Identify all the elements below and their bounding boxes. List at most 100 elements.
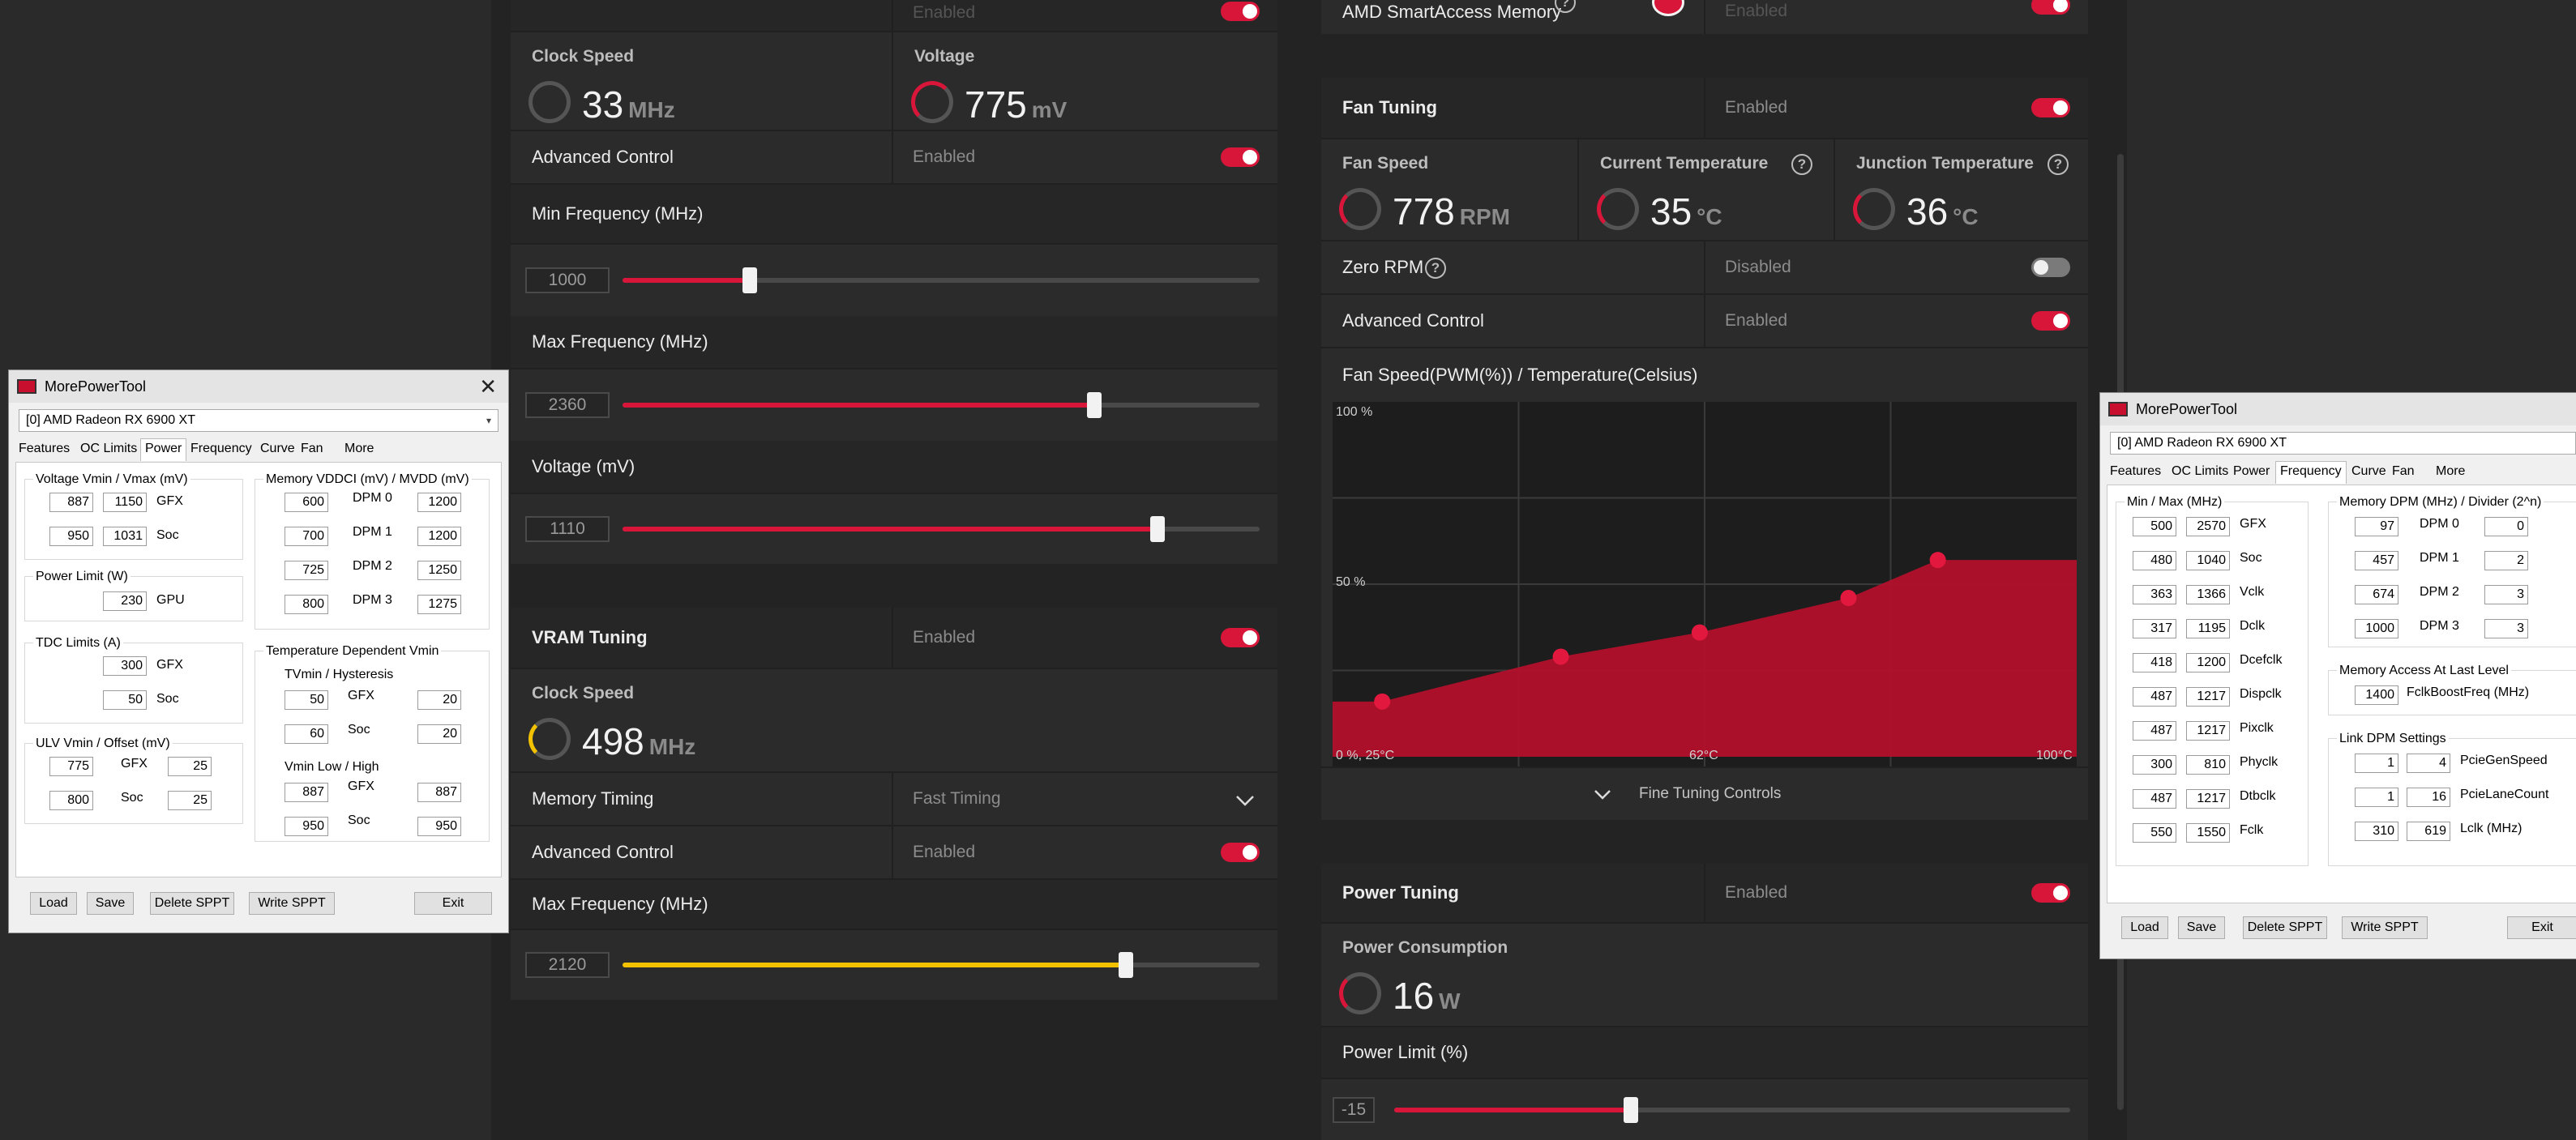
fan-advanced-toggle[interactable] (2031, 311, 2070, 331)
freq-max-input[interactable]: 1550 (2186, 823, 2230, 843)
mem-dpm-freq-input[interactable]: 1000 (2355, 619, 2398, 638)
ulv-soc-offset-input[interactable]: 25 (168, 791, 212, 810)
freq-min-input[interactable]: 487 (2133, 721, 2176, 741)
min-frequency-thumb[interactable] (742, 267, 758, 293)
freq-min-input[interactable]: 300 (2133, 755, 2176, 775)
freq-min-input[interactable]: 487 (2133, 687, 2176, 707)
min-frequency-input[interactable]: 1000 (525, 267, 610, 293)
tab-power[interactable]: Power (2233, 464, 2270, 478)
vram-tuning-toggle[interactable] (1221, 628, 1260, 647)
tvmin-soc-input[interactable]: 60 (285, 724, 328, 744)
zero-rpm-toggle[interactable] (2031, 258, 2070, 277)
freq-min-input[interactable]: 550 (2133, 823, 2176, 843)
freq-min-input[interactable]: 480 (2133, 551, 2176, 570)
power-limit-slider[interactable] (1394, 1096, 2070, 1123)
save-button[interactable]: Save (2178, 916, 2225, 939)
power-limit-thumb[interactable] (1623, 1096, 1638, 1123)
advanced-control-toggle[interactable] (1221, 147, 1260, 167)
hyst-gfx-input[interactable]: 20 (417, 690, 461, 710)
freq-min-input[interactable]: 363 (2133, 585, 2176, 604)
vmin-high-gfx-input[interactable]: 887 (417, 783, 461, 802)
freq-max-input[interactable]: 1200 (2186, 653, 2230, 672)
freq-max-input[interactable]: 1040 (2186, 551, 2230, 570)
delete-sppt-button[interactable]: Delete SPPT (2243, 916, 2327, 939)
tab-oc-limits[interactable]: OC Limits (80, 442, 138, 455)
freq-max-input[interactable]: 2570 (2186, 517, 2230, 536)
mem-dpm-freq-input[interactable]: 457 (2355, 551, 2398, 570)
tab-fan[interactable]: Fan (301, 442, 323, 455)
tab-features[interactable]: Features (2110, 464, 2162, 478)
load-button[interactable]: Load (30, 892, 77, 915)
mvdd-dpm3-input[interactable]: 1275 (417, 595, 461, 614)
device-select[interactable]: [0] AMD Radeon RX 6900 XT ▾ (19, 409, 499, 432)
tvmin-gfx-input[interactable]: 50 (285, 690, 328, 710)
voltage-thumb[interactable] (1150, 516, 1166, 542)
freq-max-input[interactable]: 1366 (2186, 585, 2230, 604)
hyst-soc-input[interactable]: 20 (417, 724, 461, 744)
freq-min-input[interactable]: 500 (2133, 517, 2176, 536)
fan-curve-point[interactable] (1552, 648, 1569, 665)
fine-tuning-label[interactable]: Fine Tuning Controls (1639, 785, 1782, 802)
mem-dpm-divider-input[interactable]: 0 (2484, 517, 2528, 536)
freq-max-input[interactable]: 1195 (2186, 619, 2230, 638)
freq-min-input[interactable]: 487 (2133, 789, 2176, 809)
tdc-gfx-input[interactable]: 300 (103, 656, 147, 676)
exit-button[interactable]: Exit (2507, 916, 2576, 939)
sam-help-icon[interactable]: ? (1555, 0, 1576, 13)
vmin-high-soc-input[interactable]: 950 (417, 817, 461, 836)
freq-min-input[interactable]: 317 (2133, 619, 2176, 638)
delete-sppt-button[interactable]: Delete SPPT (150, 892, 234, 915)
fine-tuning-row[interactable]: Fine Tuning Controls (1321, 766, 2088, 820)
chevron-down-icon[interactable]: ▾ (486, 415, 491, 426)
write-sppt-button[interactable]: Write SPPT (2342, 916, 2428, 939)
freq-max-input[interactable]: 1217 (2186, 721, 2230, 741)
gfx-vmin-input[interactable]: 887 (49, 493, 93, 512)
mem-dpm-divider-input[interactable]: 3 (2484, 619, 2528, 638)
ulv-gfx-offset-input[interactable]: 25 (168, 757, 212, 776)
junction-temp-help-icon[interactable]: ? (2048, 154, 2069, 175)
tab-curve[interactable]: Curve (2351, 464, 2386, 478)
link-min-input[interactable]: 1 (2355, 788, 2398, 807)
write-sppt-button[interactable]: Write SPPT (249, 892, 335, 915)
freq-max-input[interactable]: 1217 (2186, 789, 2230, 809)
zero-rpm-help-icon[interactable]: ? (1425, 258, 1446, 279)
mvdd-dpm2-input[interactable]: 1250 (417, 561, 461, 580)
close-icon[interactable]: ✕ (479, 374, 497, 399)
tab-frequency[interactable]: Frequency (190, 442, 252, 455)
power-limit-input[interactable]: -15 (1333, 1096, 1375, 1123)
vram-advanced-toggle[interactable] (1221, 843, 1260, 862)
link-max-input[interactable]: 619 (2407, 822, 2450, 841)
fan-curve-chart[interactable]: 100 % 50 % 0 %, 25°C 62°C 100°C (1333, 402, 2077, 766)
exit-button[interactable]: Exit (414, 892, 492, 915)
save-button[interactable]: Save (87, 892, 134, 915)
fan-curve-svg[interactable] (1333, 402, 2077, 766)
freq-max-input[interactable]: 810 (2186, 755, 2230, 775)
mpt-titlebar[interactable]: MorePowerTool (2100, 393, 2576, 425)
device-select[interactable]: [0] AMD Radeon RX 6900 XT (2110, 432, 2576, 455)
vmin-low-gfx-input[interactable]: 887 (285, 783, 328, 802)
link-max-input[interactable]: 16 (2407, 788, 2450, 807)
tab-oc-limits[interactable]: OC Limits (2172, 464, 2229, 478)
load-button[interactable]: Load (2121, 916, 2168, 939)
fan-curve-point[interactable] (1929, 552, 1946, 569)
max-frequency-input[interactable]: 2360 (525, 392, 610, 418)
fclk-boost-input[interactable]: 1400 (2355, 685, 2398, 705)
chevron-down-icon[interactable] (1235, 794, 1255, 807)
tab-more[interactable]: More (344, 442, 374, 455)
voltage-slider[interactable] (623, 516, 1260, 542)
soc-vmax-input[interactable]: 1031 (103, 527, 147, 546)
min-frequency-slider[interactable] (623, 267, 1260, 293)
soc-vmin-input[interactable]: 950 (49, 527, 93, 546)
tab-fan[interactable]: Fan (2392, 464, 2415, 478)
mem-dpm-divider-input[interactable]: 2 (2484, 551, 2528, 570)
fan-tuning-toggle[interactable] (2031, 98, 2070, 117)
link-max-input[interactable]: 4 (2407, 754, 2450, 773)
vram-max-frequency-thumb[interactable] (1118, 952, 1133, 978)
ulv-gfx-vmin-input[interactable]: 775 (49, 757, 93, 776)
freq-min-input[interactable]: 418 (2133, 653, 2176, 672)
link-min-input[interactable]: 1 (2355, 754, 2398, 773)
vram-max-frequency-slider[interactable] (623, 952, 1260, 978)
chevron-down-icon[interactable] (1594, 789, 1611, 801)
max-frequency-thumb[interactable] (1086, 392, 1102, 418)
sam-toggle[interactable] (2031, 0, 2070, 15)
